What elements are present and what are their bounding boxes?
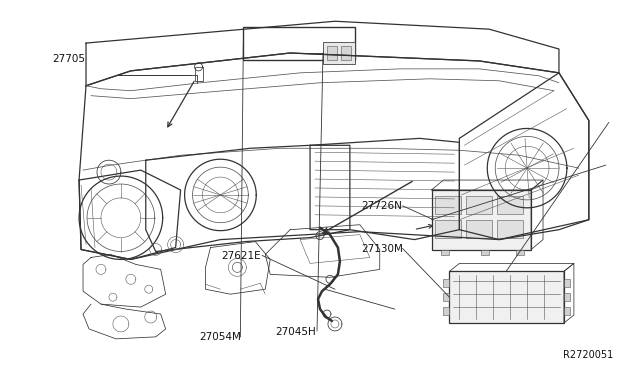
- Text: 27726N: 27726N: [362, 201, 403, 211]
- Bar: [444, 293, 449, 301]
- Bar: [449, 271, 564, 323]
- Bar: [444, 307, 449, 315]
- Bar: [516, 250, 524, 256]
- Text: R2720051: R2720051: [563, 350, 613, 360]
- Bar: [431, 190, 531, 250]
- Bar: [564, 279, 570, 287]
- Bar: [444, 279, 449, 287]
- Bar: [243, 27, 355, 60]
- Bar: [442, 250, 449, 256]
- Bar: [467, 196, 492, 214]
- Text: 27130M: 27130M: [362, 244, 403, 254]
- Bar: [327, 46, 337, 60]
- Text: 27705: 27705: [52, 54, 85, 64]
- Bar: [564, 293, 570, 301]
- Bar: [467, 220, 492, 238]
- Bar: [481, 250, 489, 256]
- Bar: [341, 46, 351, 60]
- Bar: [195, 67, 202, 81]
- Text: 27045H: 27045H: [275, 327, 316, 337]
- Bar: [323, 42, 355, 64]
- Bar: [497, 220, 523, 238]
- Text: 27621E: 27621E: [221, 251, 261, 261]
- Bar: [564, 307, 570, 315]
- Text: 27054M: 27054M: [199, 332, 241, 342]
- Bar: [435, 196, 461, 214]
- Bar: [497, 196, 523, 214]
- Bar: [435, 220, 461, 238]
